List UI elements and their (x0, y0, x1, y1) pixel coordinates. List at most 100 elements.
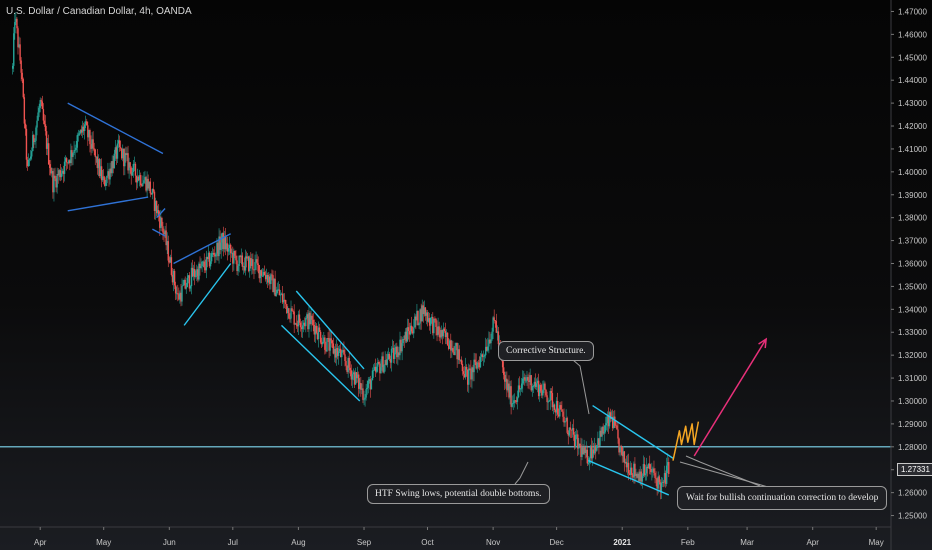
candle-body (138, 175, 141, 181)
y-tick-label: 1.47000 (898, 7, 927, 16)
candle-body (51, 171, 53, 174)
candle-body (530, 375, 532, 391)
candle-body (553, 404, 556, 410)
candle-body (23, 97, 26, 124)
candle-body (79, 129, 82, 134)
candle-body (372, 370, 375, 371)
candle-body (486, 346, 488, 351)
candle-body (263, 272, 266, 276)
candle-body (482, 356, 485, 358)
candle-body (119, 147, 122, 149)
candle-body (636, 473, 638, 478)
candle-body (494, 320, 496, 322)
current-price-tag: 1.27331 (897, 463, 932, 476)
candle-body (310, 315, 312, 324)
candle-body (296, 324, 299, 327)
y-tick-label: 1.32000 (898, 351, 927, 360)
candle-body (256, 259, 258, 264)
candle-body (329, 338, 331, 351)
candle-body (518, 385, 521, 390)
candle-body (534, 381, 537, 387)
candle-body (162, 226, 164, 233)
candle-body (220, 242, 222, 250)
candle-body (617, 429, 619, 439)
candle-body (332, 343, 335, 354)
candle-body (606, 416, 609, 424)
candle-body (131, 171, 133, 176)
candle-body (245, 256, 248, 259)
candle-body (628, 473, 631, 475)
candle-body (293, 311, 295, 325)
candle-body (449, 340, 451, 349)
candle-body (40, 100, 42, 102)
candle-body (564, 420, 566, 423)
candle-body (32, 135, 34, 152)
candle-body (92, 139, 94, 149)
candle-body (554, 409, 557, 413)
candle-body (210, 253, 213, 262)
candle-body (621, 447, 623, 457)
candle-body (177, 293, 179, 295)
x-tick-label: Oct (421, 538, 434, 547)
candle-body (109, 168, 111, 180)
candle-body (581, 447, 583, 457)
candle-body (665, 465, 668, 484)
trendline (67, 196, 149, 212)
candle-body (460, 359, 463, 364)
candle-body (269, 276, 271, 285)
candle-body (369, 379, 372, 390)
candle-body (74, 149, 76, 151)
candle-body (354, 372, 357, 385)
candle-body (668, 462, 670, 474)
candle-body (387, 353, 390, 360)
candle-body (341, 352, 343, 358)
x-tick-label: Sep (357, 538, 372, 547)
candle-body (191, 267, 194, 277)
candle-body (565, 417, 567, 421)
candle-body (434, 318, 436, 320)
candle-body (476, 362, 478, 369)
candle-body (415, 316, 417, 321)
x-tick-label: 2021 (613, 538, 631, 547)
candle-body (325, 349, 327, 352)
candle-body (493, 317, 495, 321)
callout-pointer (685, 455, 761, 487)
candle-body (107, 171, 109, 177)
candle-body (598, 438, 600, 446)
candle-body (659, 482, 662, 492)
candle-body (39, 100, 41, 108)
candle-body (433, 318, 435, 334)
candle-body (537, 380, 540, 397)
candle-body (234, 250, 236, 256)
candle-body (233, 250, 235, 264)
candle-body (312, 319, 314, 325)
candle-body (475, 362, 477, 369)
candle-body (572, 428, 575, 435)
candle-body (647, 463, 650, 469)
candle-body (180, 292, 182, 302)
candle-body (236, 260, 238, 272)
candle-body (552, 404, 555, 408)
candle-body (290, 308, 292, 319)
candle-body (622, 451, 624, 457)
candle-body (47, 143, 50, 165)
candle-body (29, 156, 32, 159)
candle-body (481, 354, 484, 358)
candle-body (273, 278, 275, 293)
candle-body (456, 342, 458, 360)
candle-body (285, 299, 287, 305)
candle-body (347, 357, 349, 373)
candle-body (144, 177, 146, 181)
candle-body (227, 248, 230, 252)
candle-body (307, 314, 309, 330)
candle-body (591, 449, 594, 459)
y-tick-label: 1.39000 (898, 191, 927, 200)
candle-body (468, 368, 470, 385)
candle-body (416, 310, 418, 321)
candle-body (224, 236, 227, 250)
candle-body (627, 462, 630, 474)
candle-body (351, 374, 354, 380)
candle-body (506, 378, 508, 391)
